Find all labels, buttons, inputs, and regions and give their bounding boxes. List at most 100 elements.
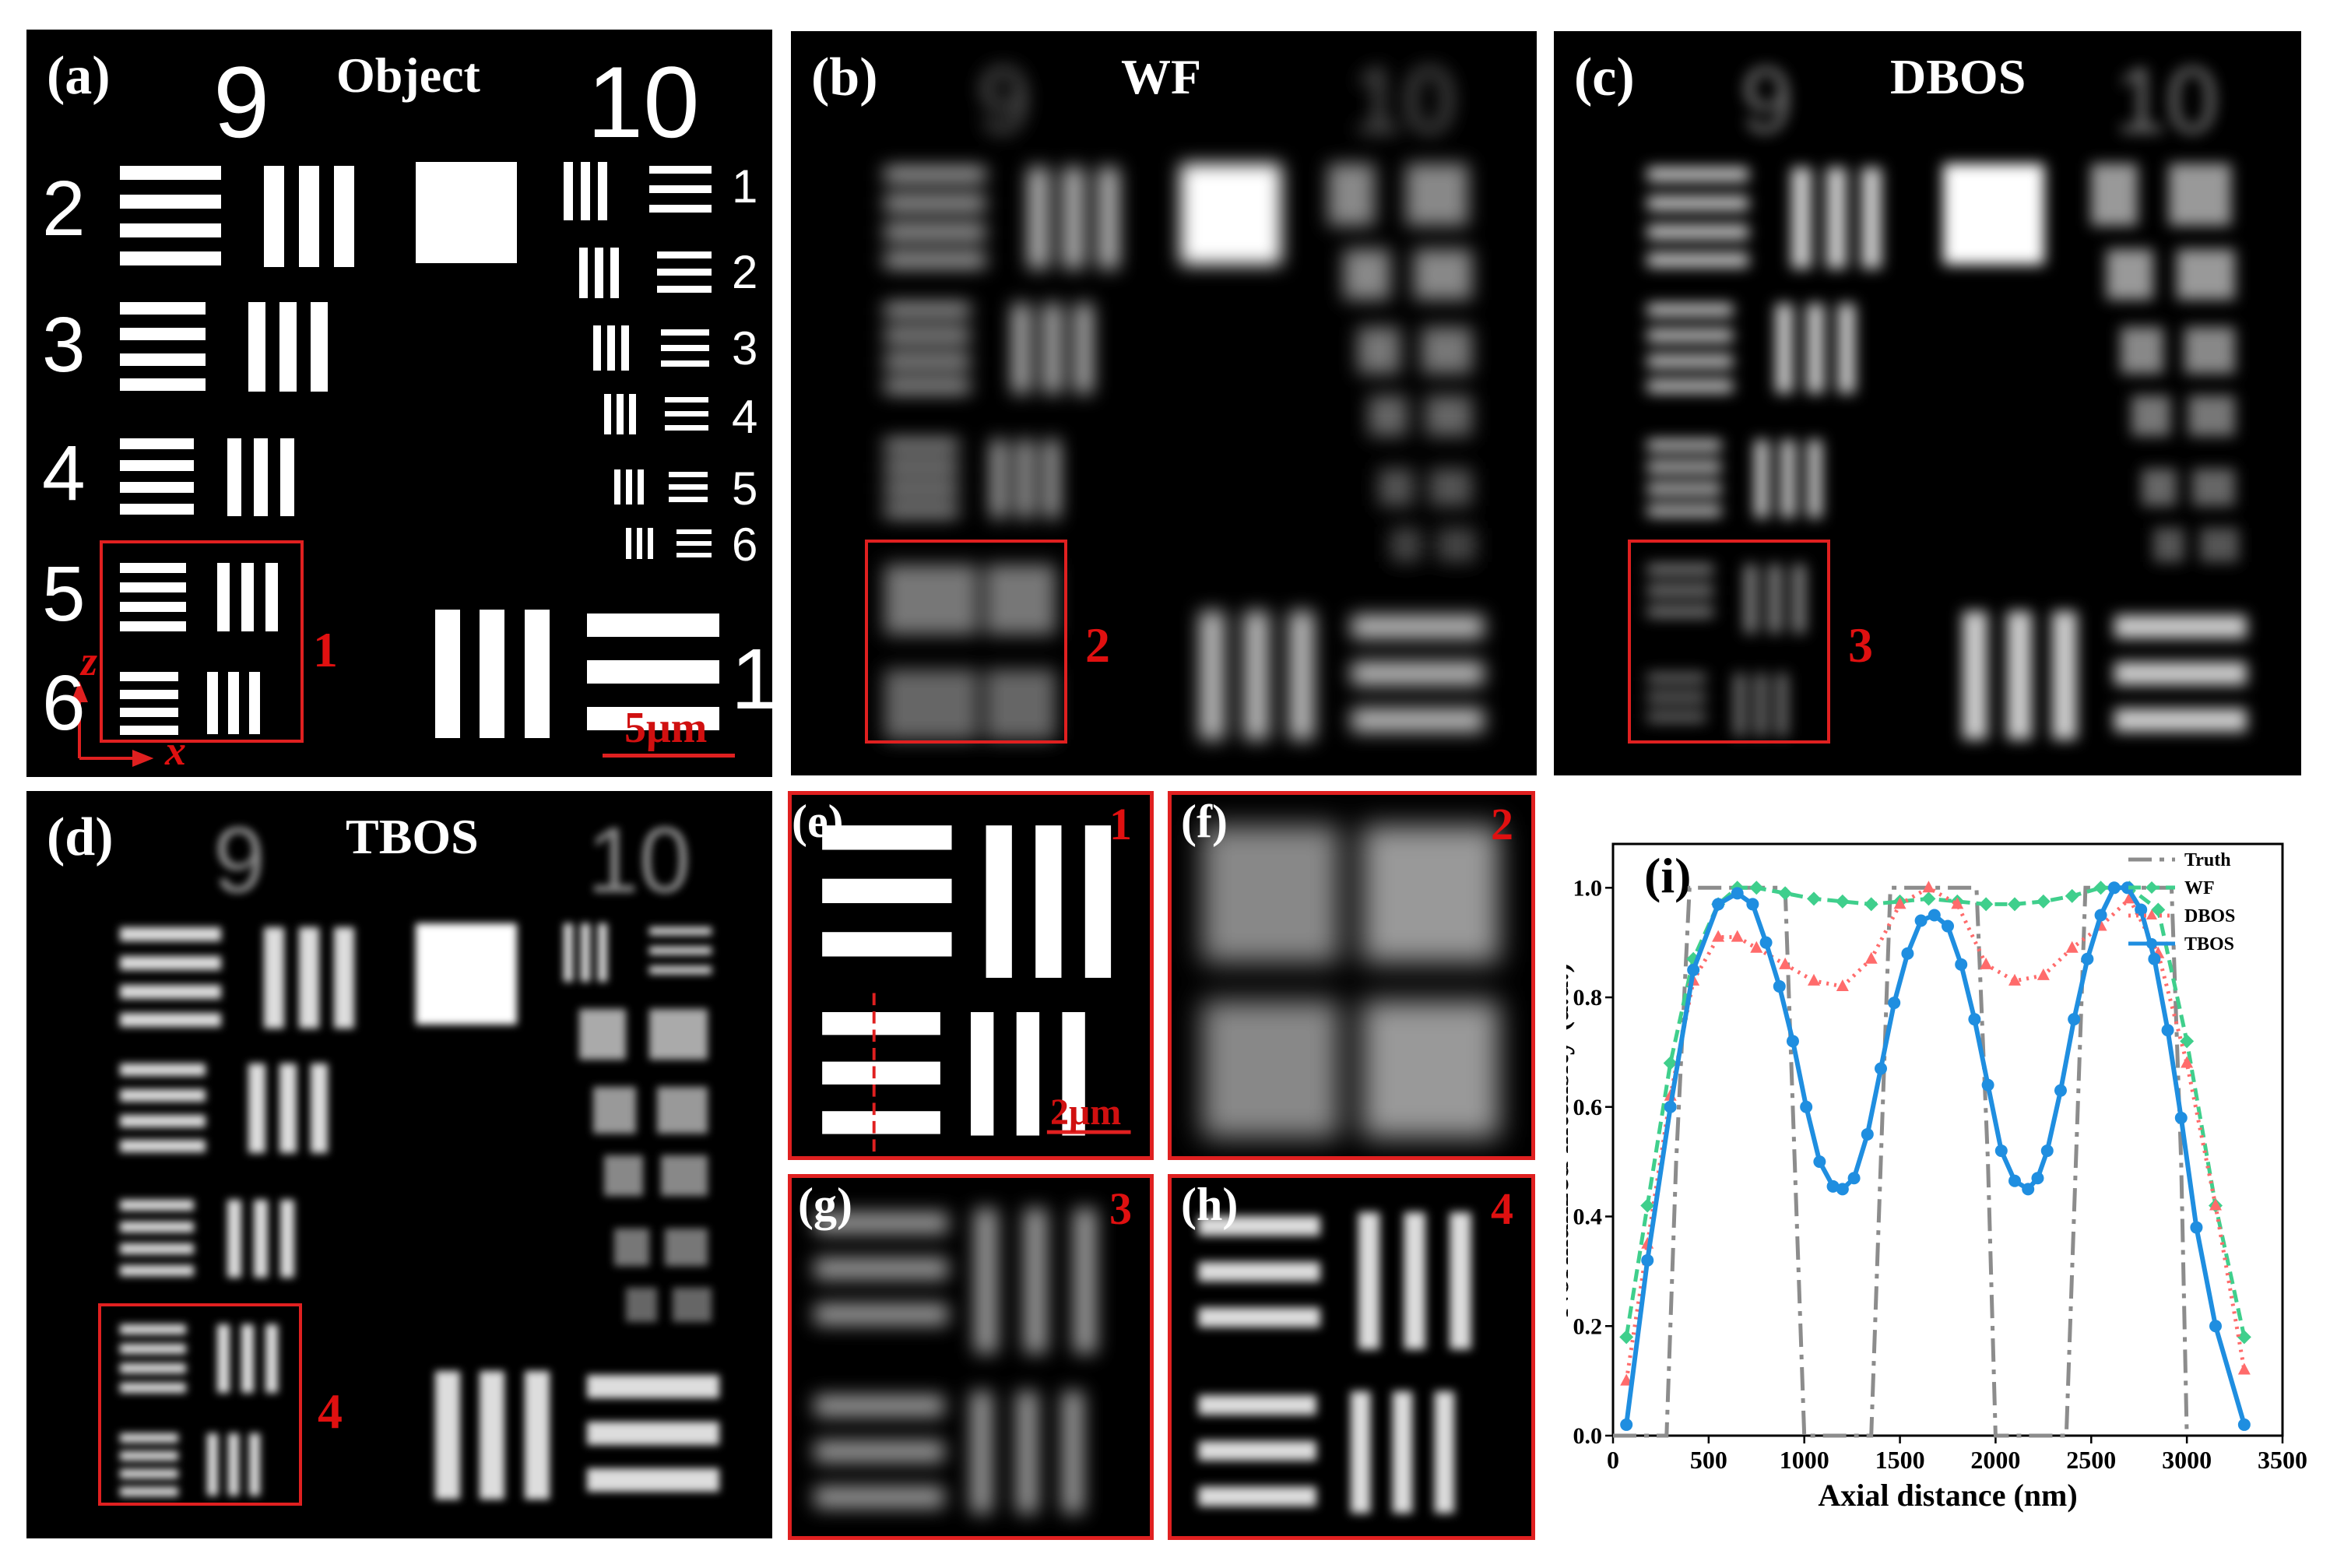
series-tbos-point-0 bbox=[1620, 1418, 1633, 1431]
panel-e-scale-label: 2μm bbox=[1050, 1092, 1122, 1133]
roi-1-label: 1 bbox=[313, 622, 338, 677]
series-tbos-point-34 bbox=[2107, 881, 2121, 895]
series-tbos-point-9 bbox=[1786, 1035, 1799, 1048]
series-tbos-point-3 bbox=[1687, 963, 1700, 976]
series-tbos-point-40 bbox=[2190, 1221, 2203, 1234]
series-dbos-point-10 bbox=[1864, 951, 1878, 964]
right-element-1-label: 1 bbox=[732, 160, 758, 213]
legend-tbos-marker bbox=[2146, 938, 2157, 949]
series-dbos-point-21 bbox=[2181, 1056, 2194, 1068]
panel-g-dbos-zoom: (g) 3 bbox=[788, 1174, 1154, 1540]
series-tbos-point-17 bbox=[1888, 997, 1901, 1010]
series-tbos-point-2 bbox=[1664, 1100, 1677, 1113]
series-tbos-point-21 bbox=[1942, 919, 1954, 933]
panel-e-object-zoom: (e) 1 2μm bbox=[788, 791, 1154, 1160]
series-wf-point-18 bbox=[2093, 881, 2108, 895]
x-tick-label-4: 2000 bbox=[1970, 1446, 2020, 1474]
legend-wf-marker bbox=[2145, 881, 2158, 894]
panel-c-dbos: 9 10 (c) DBOS 3 bbox=[1554, 31, 2301, 775]
legend-wf-label: WF bbox=[2184, 878, 2215, 898]
series-tbos-point-33 bbox=[2094, 909, 2107, 922]
series-tbos-point-42 bbox=[2237, 1418, 2251, 1431]
series-tbos-point-30 bbox=[2054, 1084, 2067, 1097]
group-9-label: 9 bbox=[213, 45, 270, 159]
panel-i-intensity-profile-chart: 0 500 1000 1500 2000 2500 3000 3500 0.0 0.2 0.4 0.6… bbox=[1540, 813, 2337, 1545]
y-tick-label-1: 0.2 bbox=[1573, 1313, 1603, 1339]
bottom-element-1-label: 1 bbox=[731, 631, 772, 727]
panel-a-object: (a) Object 9 10 2 3 4 5 6 1 2 3 4 5 6 1 … bbox=[26, 30, 772, 777]
series-wf-point-0 bbox=[1619, 1330, 1634, 1345]
series-wf-point-12 bbox=[1921, 891, 1936, 906]
series-tbos-point-27 bbox=[2022, 1183, 2035, 1196]
series-dbos-point-22 bbox=[2209, 1198, 2222, 1211]
series-tbos-point-32 bbox=[2081, 952, 2094, 965]
y-tick-label-2: 0.4 bbox=[1573, 1204, 1603, 1230]
panel-g-num: 3 bbox=[1109, 1183, 1132, 1234]
panel-c-title: DBOS bbox=[1890, 49, 2026, 104]
series-tbos-point-5 bbox=[1731, 887, 1744, 900]
x-tick-label-6: 3000 bbox=[2162, 1446, 2212, 1474]
series-wf-point-17 bbox=[2065, 888, 2079, 903]
series-tbos-point-29 bbox=[2040, 1144, 2054, 1158]
x-tick-label-1: 500 bbox=[1690, 1446, 1727, 1474]
wf-image-graphic: 9 10 bbox=[865, 48, 1484, 744]
z-axis-label: z bbox=[81, 638, 98, 684]
series-dbos-point-13 bbox=[1951, 897, 1964, 909]
x-tick-label-3: 1500 bbox=[1875, 1446, 1925, 1474]
element-5-label: 5 bbox=[42, 550, 86, 638]
legend-dbos-marker bbox=[2146, 909, 2157, 919]
panel-c-tag: (c) bbox=[1574, 47, 1635, 107]
svg-text:9: 9 bbox=[978, 48, 1030, 153]
panel-f-num: 2 bbox=[1491, 799, 1513, 849]
series-tbos-point-22 bbox=[1955, 958, 1968, 971]
series-dbos-point-12 bbox=[1922, 881, 1935, 893]
series-wf-point-20 bbox=[2151, 902, 2166, 917]
series-tbos-point-37 bbox=[2148, 952, 2161, 965]
y-tick-label-5: 1.0 bbox=[1573, 875, 1603, 901]
series-tbos-point-39 bbox=[2174, 1111, 2188, 1124]
right-element-4-label: 4 bbox=[732, 391, 758, 443]
element-3-label: 3 bbox=[42, 301, 86, 388]
x-tick-label-0: 0 bbox=[1607, 1446, 1619, 1474]
x-tick-label-7: 3500 bbox=[2258, 1446, 2307, 1474]
series-tbos-point-12 bbox=[1826, 1180, 1840, 1193]
panel-d-tag: (d) bbox=[47, 807, 114, 867]
right-element-6-label: 6 bbox=[732, 519, 758, 571]
series-dbos-point-19 bbox=[2123, 891, 2136, 904]
series-dbos-point-8 bbox=[1808, 973, 1820, 986]
right-element-5-label: 5 bbox=[732, 462, 758, 515]
series-wf-point-16 bbox=[2036, 894, 2051, 909]
series-wf-point-14 bbox=[1979, 897, 1994, 912]
series-tbos-point-10 bbox=[1800, 1100, 1813, 1113]
series-wf-point-6 bbox=[1749, 881, 1764, 895]
series-tbos-point-11 bbox=[1813, 1155, 1826, 1169]
series-tbos-point-28 bbox=[2031, 1172, 2044, 1185]
panel-f-tag: (f) bbox=[1181, 796, 1228, 847]
right-element-2-label: 2 bbox=[732, 246, 758, 298]
x-tick-label-2: 1000 bbox=[1780, 1446, 1829, 1474]
svg-text:10: 10 bbox=[1351, 48, 1455, 153]
panel-e-num: 1 bbox=[1109, 799, 1132, 849]
series-tbos-point-1 bbox=[1641, 1253, 1654, 1267]
dbos-image-graphic: 9 10 bbox=[1628, 48, 2247, 744]
series-dbos-point-4 bbox=[1712, 930, 1725, 942]
series-dbos-point-17 bbox=[2065, 940, 2079, 953]
panel-h-tbos-zoom: (h) 4 bbox=[1168, 1174, 1535, 1540]
y-tick-label-3: 0.6 bbox=[1573, 1095, 1603, 1120]
panel-e-tag: (e) bbox=[792, 796, 844, 847]
svg-text:9: 9 bbox=[213, 808, 265, 912]
tbos-image-graphic: 9 10 bbox=[98, 808, 719, 1506]
series-tbos-point-16 bbox=[1875, 1062, 1887, 1075]
series-tbos-point-4 bbox=[1712, 898, 1725, 911]
y-tick-label-0: 0.0 bbox=[1573, 1423, 1603, 1449]
series-tbos-line bbox=[1624, 885, 2247, 1426]
series-tbos-point-19 bbox=[1914, 914, 1928, 927]
series-wf-point-2 bbox=[1663, 1056, 1678, 1071]
element-6-label: 6 bbox=[42, 659, 86, 747]
panel-b-wf: 9 10 (b) WF 2 bbox=[791, 31, 1537, 775]
wf-zoom-graphic bbox=[1202, 825, 1499, 1138]
right-element-3-label: 3 bbox=[732, 322, 758, 374]
series-tbos-point-18 bbox=[1901, 947, 1914, 960]
series-wf-point-9 bbox=[1835, 894, 1850, 909]
legend-tbos-label: TBOS bbox=[2184, 934, 2234, 955]
